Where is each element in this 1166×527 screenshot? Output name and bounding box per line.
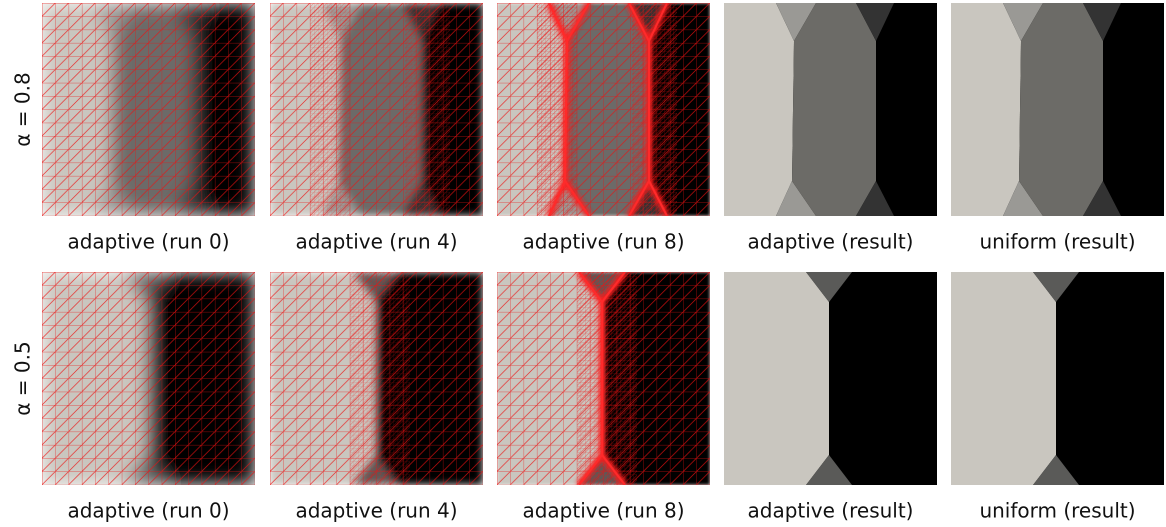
- panel-caption: adaptive (result): [748, 230, 914, 254]
- panel: [724, 272, 937, 485]
- mesh: [42, 272, 255, 485]
- panel: [42, 272, 255, 485]
- mesh: [497, 3, 710, 216]
- fine-mesh: [350, 272, 410, 485]
- panel: [497, 3, 710, 216]
- panel-caption: adaptive (run 4): [295, 499, 457, 523]
- panel: [724, 3, 937, 216]
- panel-image: [724, 272, 937, 485]
- panel-image: [951, 3, 1164, 216]
- panel: [951, 272, 1164, 485]
- panel: [270, 3, 483, 216]
- panel-caption: adaptive (run 0): [67, 499, 229, 523]
- figure: α = 0.8 adaptive (run 0) adaptive (run 4) a…: [0, 0, 1166, 527]
- panel-image: [724, 3, 937, 216]
- panel-caption: adaptive (run 8): [522, 230, 684, 254]
- mesh: [270, 3, 483, 216]
- panel-caption: adaptive (run 0): [67, 230, 229, 254]
- row-label: α = 0.5: [11, 341, 35, 415]
- panel: [42, 3, 255, 216]
- panel: [951, 3, 1164, 216]
- fine-mesh: [310, 3, 350, 216]
- panel-caption: adaptive (run 4): [295, 230, 457, 254]
- panel-caption: uniform (result): [979, 230, 1135, 254]
- panel-caption: uniform (result): [979, 499, 1135, 523]
- fine-mesh: [405, 3, 450, 216]
- fine-mesh: [577, 272, 637, 485]
- panel: [497, 272, 710, 485]
- panel-caption: adaptive (result): [748, 499, 914, 523]
- panel-caption: adaptive (run 8): [522, 499, 684, 523]
- row-label: α = 0.8: [11, 72, 35, 146]
- mesh: [42, 3, 255, 216]
- panel-image: [951, 272, 1164, 485]
- panel: [270, 272, 483, 485]
